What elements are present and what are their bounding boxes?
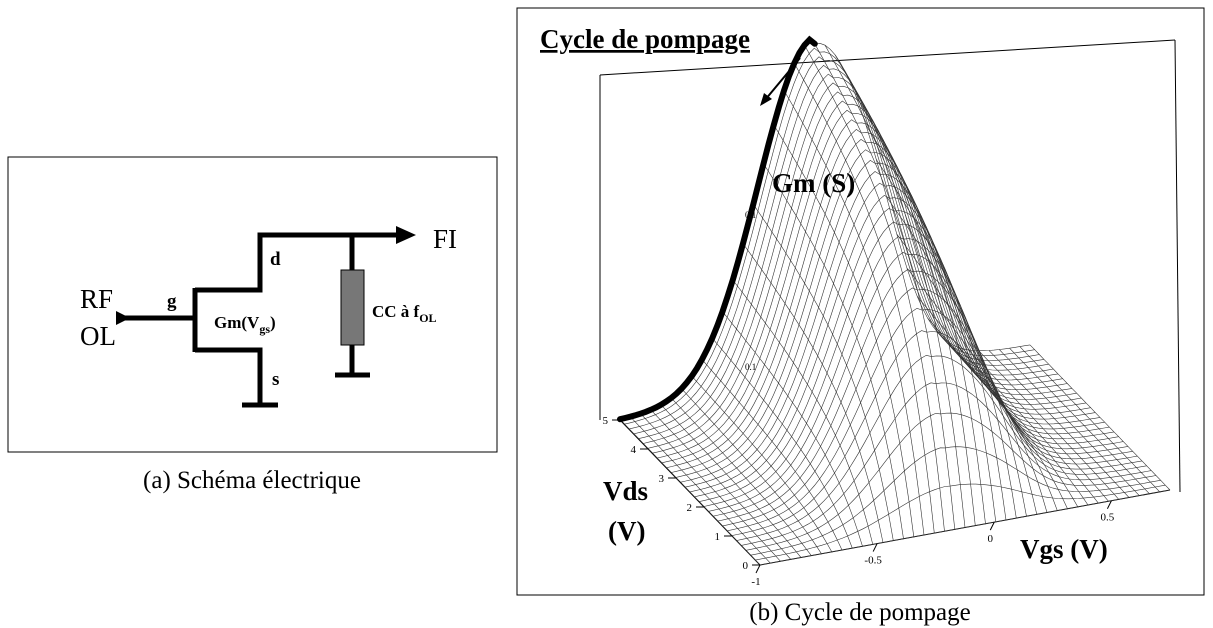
mesh-line xyxy=(630,416,771,564)
panel-a-frame xyxy=(7,156,498,453)
vds-tick-label: 5 xyxy=(603,415,609,427)
mesh-line xyxy=(671,139,1082,473)
mesh-line xyxy=(643,82,1054,444)
pumping-cycle xyxy=(617,35,818,423)
mesh-line xyxy=(783,90,925,536)
mesh-line xyxy=(753,204,894,541)
z-axis-label: Gm (S) xyxy=(772,168,855,198)
mesh-line xyxy=(685,171,1096,488)
mesh-line xyxy=(845,72,986,524)
mesh-line xyxy=(691,375,833,553)
mesh-line xyxy=(703,221,1115,507)
mesh-line xyxy=(755,483,1166,561)
mesh-line xyxy=(647,91,1059,449)
fi-label: FI xyxy=(433,224,457,254)
mesh-line xyxy=(745,412,1157,551)
vgs-tick-label: -0.5 xyxy=(864,555,882,567)
mesh-line xyxy=(988,350,1130,498)
mesh-line xyxy=(708,236,1119,512)
mesh-line xyxy=(727,307,1138,532)
resistor xyxy=(340,269,365,346)
plot-title: Cycle de pompage xyxy=(540,24,750,54)
vds-tick-label: 0 xyxy=(743,560,749,572)
mesh-line xyxy=(736,354,1147,541)
vgs-tick xyxy=(872,543,878,552)
gm-label: Gm(Vgs) xyxy=(214,313,276,336)
mesh-line xyxy=(629,56,1040,430)
mesh-line xyxy=(681,388,822,554)
panel-b-frame xyxy=(516,7,1205,596)
plot-box xyxy=(599,39,1181,493)
mesh-line xyxy=(689,182,1101,493)
input-arrow xyxy=(116,311,130,325)
mesh-line xyxy=(741,382,1152,546)
surface-mesh xyxy=(617,35,1171,566)
rf-label: RF xyxy=(80,284,113,314)
d-label: d xyxy=(270,249,281,270)
vds-tick-label: 4 xyxy=(631,444,637,456)
mesh-line xyxy=(650,409,792,560)
output-arrow xyxy=(396,226,416,244)
mesh-line xyxy=(657,109,1068,459)
mesh-line xyxy=(675,149,1087,478)
caption-a: (a) Schéma électrique xyxy=(143,467,361,494)
z-tick-label: 0.1 xyxy=(745,362,756,372)
mesh-line xyxy=(713,252,1124,517)
mesh-line xyxy=(759,489,1171,566)
circuit xyxy=(122,232,400,408)
title-arrow-head xyxy=(760,93,772,106)
vds-unit: (V) xyxy=(608,516,645,546)
mesh-line xyxy=(640,413,781,562)
title-arrow xyxy=(764,57,801,101)
mesh-line xyxy=(804,44,945,532)
mesh-line xyxy=(814,43,956,530)
s-label: s xyxy=(272,369,279,390)
vds-tick-label: 3 xyxy=(659,473,665,485)
mesh-line xyxy=(666,129,1077,468)
mesh-line xyxy=(717,269,1129,522)
mesh-line xyxy=(638,73,1049,439)
mesh-line xyxy=(633,65,1045,435)
mesh-line xyxy=(968,349,1109,502)
mesh-line xyxy=(694,195,1105,498)
mesh-line xyxy=(652,100,1063,454)
mesh-line xyxy=(865,125,1007,521)
mesh-line xyxy=(699,207,1110,502)
mesh-line xyxy=(661,119,1073,464)
z-tick-label: 0.1 xyxy=(745,210,756,220)
caption-b: (b) Cycle de pompage xyxy=(749,599,970,626)
cc-label: CC à fOL xyxy=(372,302,437,325)
vds-tick-label: 1 xyxy=(715,531,721,543)
vgs-tick-label: 0.5 xyxy=(1101,512,1115,524)
ol-label: OL xyxy=(80,321,116,351)
vds-label: Vds xyxy=(603,476,648,506)
mesh-line xyxy=(624,47,1035,425)
vgs-tick xyxy=(755,564,761,574)
mesh-line xyxy=(722,287,1133,527)
vgs-tick-label: 0 xyxy=(988,533,994,545)
vds-tick-label: 2 xyxy=(687,502,693,514)
vgs-tick xyxy=(1106,500,1112,509)
vgs-label: Vgs (V) xyxy=(1020,534,1108,564)
mesh-line xyxy=(750,446,1161,556)
g-label: g xyxy=(167,291,177,312)
mesh-line xyxy=(794,63,935,534)
vgs-tick-label: -1 xyxy=(751,576,760,588)
mesh-line xyxy=(680,160,1091,483)
mesh-line xyxy=(701,359,843,551)
mesh-line xyxy=(732,279,874,545)
vgs-tick xyxy=(989,521,995,531)
